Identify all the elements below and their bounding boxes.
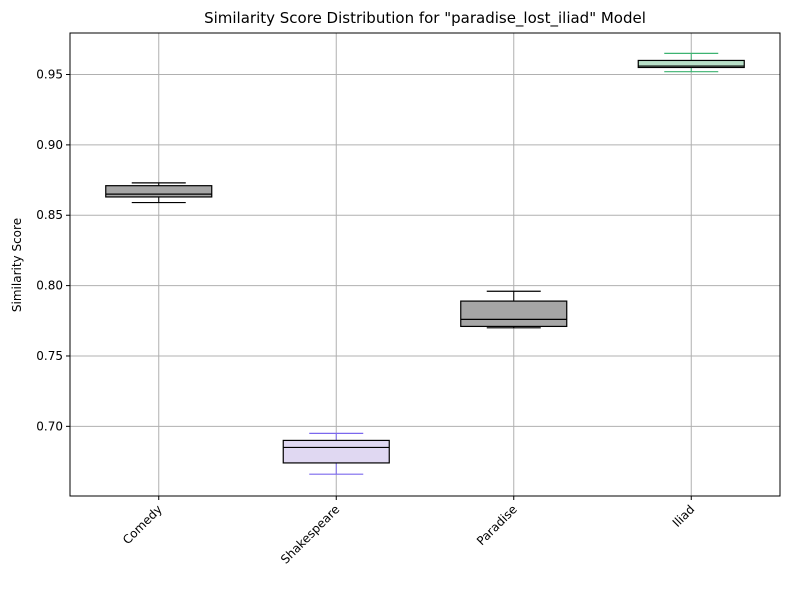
y-tick-label: 0.70 — [36, 419, 63, 433]
box-comedy — [105, 182, 213, 204]
x-tick-label: Shakespeare — [278, 502, 342, 566]
plot-frame — [69, 32, 781, 497]
iqr-box — [460, 300, 568, 328]
y-tick-label: 0.95 — [36, 68, 63, 82]
iqr-box — [637, 59, 745, 69]
box-paradise — [460, 290, 568, 329]
box-iliad — [637, 52, 745, 73]
x-tick-label: Paradise — [474, 502, 520, 548]
plot-area: 0.70 0.75 0.80 0.85 0.90 0.95 Comedy Shakespear… — [36, 32, 781, 567]
y-tick-label: 0.80 — [36, 279, 63, 293]
y-tick-label: 0.90 — [36, 138, 63, 152]
x-tick-label: Comedy — [120, 502, 165, 547]
iqr-box — [282, 439, 390, 464]
x-tick-label: Iliad — [670, 502, 698, 530]
iqr-box — [105, 185, 213, 198]
y-axis-label: Similarity Score — [10, 218, 24, 312]
y-tick-label: 0.85 — [36, 208, 63, 222]
y-tick-label: 0.75 — [36, 349, 63, 363]
box-shakespeare — [282, 432, 390, 475]
chart-title: Similarity Score Distribution for "parad… — [204, 9, 646, 28]
